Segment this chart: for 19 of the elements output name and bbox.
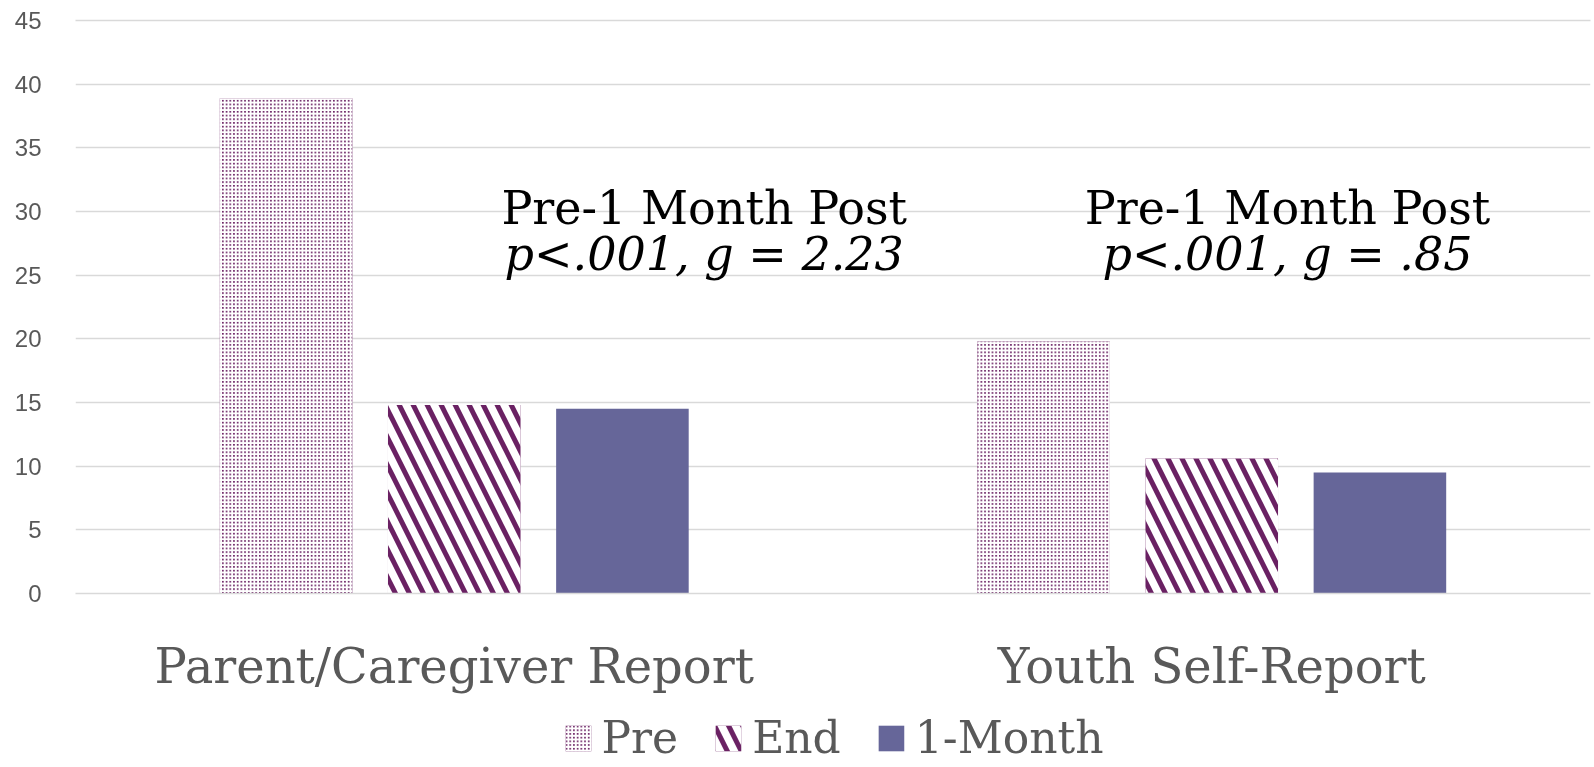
- y-tick-label: 25: [14, 261, 42, 289]
- y-tick-label: 40: [14, 70, 42, 98]
- x-tick-label: Parent/Caregiver Report: [154, 637, 754, 694]
- bar: [556, 408, 689, 594]
- legend-label: End: [752, 712, 841, 763]
- y-tick-label: 30: [14, 198, 42, 225]
- x-tick-label: Youth Self-Report: [996, 637, 1426, 694]
- bar: [1313, 472, 1447, 594]
- y-tick-label: 15: [14, 389, 42, 416]
- y-tick-label: 10: [14, 452, 42, 480]
- annotation: Pre-1 Month Post p<.001, g = 2.23: [501, 180, 908, 281]
- y-tick-label: 45: [14, 7, 42, 34]
- legend-label: Pre: [601, 712, 679, 763]
- legend-label: 1-Month: [914, 712, 1104, 763]
- y-tick-label: 0: [28, 580, 42, 607]
- annotation: Pre-1 Month Post p<.001, g = .85: [1084, 180, 1491, 281]
- y-tick-label: 20: [14, 325, 42, 353]
- y-tick-label: 35: [14, 134, 42, 162]
- y-tick-label: 5: [28, 516, 42, 544]
